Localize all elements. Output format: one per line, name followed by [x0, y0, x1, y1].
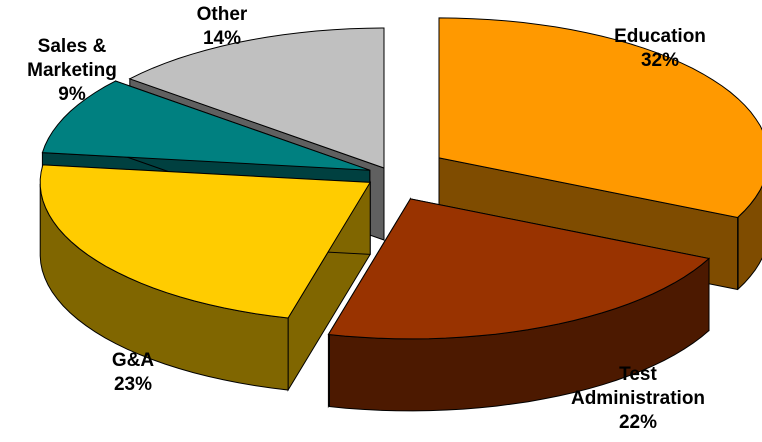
slice-label-test-administration: Test Administration 22%: [571, 364, 705, 433]
slice-label-sales-marketing: Sales & Marketing 9%: [27, 36, 117, 105]
slice-education: [438, 17, 762, 219]
slice-label-line: Education: [614, 26, 706, 47]
slice-label-line: Other: [197, 4, 248, 25]
slice-label-line: Administration: [571, 388, 705, 409]
slice-label-line: Sales &: [38, 36, 107, 57]
slice-label-g-a: G&A 23%: [112, 350, 155, 395]
slice-label-line: 14%: [203, 28, 241, 49]
slice-test-administration: [327, 198, 711, 340]
slice-wall: [737, 185, 762, 291]
slice-label-other: Other 14%: [197, 4, 248, 49]
slice-sides: [39, 17, 762, 412]
slice-label-line: 32%: [641, 50, 679, 71]
slice-label-education: Education 32%: [614, 26, 706, 71]
slice-labels: Education 32% Test Administration 22% G&A 23% S…: [27, 4, 706, 433]
slice-label-line: Test: [619, 364, 657, 385]
slice-sales-marketing: [41, 80, 370, 171]
slice-label-line: G&A: [112, 350, 155, 371]
slice-label-line: Marketing: [27, 60, 117, 81]
slice-g-a: [39, 164, 372, 319]
slice-label-line: 23%: [114, 374, 152, 395]
slice-other: [128, 27, 385, 169]
slice-label-line: 9%: [58, 84, 86, 105]
slice-side-test-administration: [327, 197, 711, 412]
slice-label-line: 22%: [619, 412, 657, 433]
slice-side-g-a: [39, 164, 372, 392]
